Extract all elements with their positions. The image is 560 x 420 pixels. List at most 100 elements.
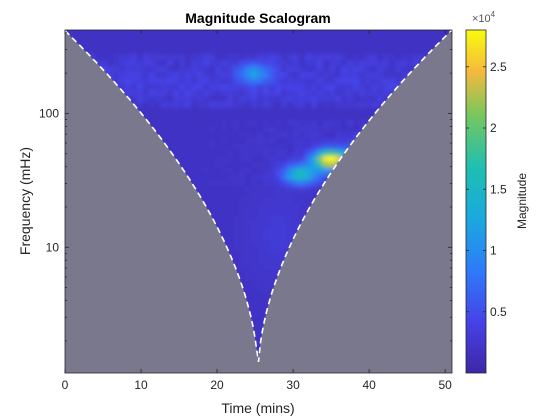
scalogram-cell — [383, 72, 390, 79]
scalogram-cell — [359, 96, 366, 103]
scalogram-cell — [233, 156, 240, 163]
scalogram-cell — [329, 102, 336, 109]
scalogram-cell — [233, 66, 240, 73]
scalogram-cell — [107, 30, 114, 37]
scalogram-cell — [221, 132, 228, 139]
scalogram-cell — [323, 30, 330, 37]
scalogram-cell — [293, 150, 300, 157]
scalogram-cell — [257, 210, 264, 217]
scalogram-cell — [287, 114, 294, 121]
scalogram-cell — [197, 36, 204, 43]
scalogram-cell — [329, 90, 336, 97]
scalogram-cell — [263, 126, 270, 133]
scalogram-cell — [317, 60, 324, 67]
scalogram-cell — [161, 90, 168, 97]
scalogram-cell — [287, 222, 294, 229]
scalogram-cell — [245, 198, 252, 205]
scalogram-cell — [125, 48, 132, 55]
scalogram-cell — [317, 120, 324, 127]
scalogram-cell — [329, 72, 336, 79]
scalogram-cell — [371, 42, 378, 49]
scalogram-cell — [239, 102, 246, 109]
scalogram-cell — [107, 42, 114, 49]
scalogram-cell — [101, 30, 108, 37]
scalogram-cell — [245, 180, 252, 187]
scalogram-cell — [293, 78, 300, 85]
scalogram-cell — [221, 144, 228, 151]
scalogram-cell — [131, 72, 138, 79]
scalogram-cell — [269, 42, 276, 49]
scalogram-cell — [167, 126, 174, 133]
scalogram-cell — [257, 132, 264, 139]
scalogram-cell — [269, 162, 276, 169]
scalogram-cell — [161, 48, 168, 55]
scalogram-cell — [335, 120, 342, 127]
scalogram-cell — [389, 78, 396, 85]
scalogram-cell — [161, 30, 168, 37]
scalogram-cell — [347, 42, 354, 49]
scalogram-cell — [179, 60, 186, 67]
scalogram-cell — [161, 96, 168, 103]
scalogram-cell — [209, 168, 216, 175]
scalogram-cell — [251, 108, 258, 115]
scalogram-cell — [125, 30, 132, 37]
scalogram-cell — [293, 114, 300, 121]
scalogram-cell — [281, 162, 288, 169]
colorbar-tick-label: 2.5 — [490, 60, 507, 74]
scalogram-cell — [269, 210, 276, 217]
scalogram-cell — [311, 66, 318, 73]
scalogram-cell — [257, 324, 264, 331]
scalogram-cell — [293, 42, 300, 49]
scalogram-cell — [215, 132, 222, 139]
scalogram-cell — [287, 192, 294, 199]
scalogram-cell — [371, 54, 378, 61]
scalogram-cell — [107, 66, 114, 73]
scalogram-cell — [185, 150, 192, 157]
scalogram-cell — [233, 174, 240, 181]
scalogram-cell — [281, 198, 288, 205]
scalogram-cell — [275, 36, 282, 43]
scalogram-cell — [341, 96, 348, 103]
scalogram-cell — [251, 234, 258, 241]
scalogram-cell — [251, 318, 258, 325]
scalogram-cell — [359, 108, 366, 115]
scalogram-cell — [263, 288, 270, 295]
scalogram-cell — [275, 90, 282, 97]
x-tick-label: 40 — [362, 378, 376, 392]
scalogram-cell — [293, 156, 300, 163]
scalogram-cell — [203, 186, 210, 193]
scalogram-cell — [227, 84, 234, 91]
scalogram-cell — [167, 84, 174, 91]
scalogram-cell — [341, 90, 348, 97]
scalogram-cell — [209, 210, 216, 217]
scalogram-cell — [263, 108, 270, 115]
scalogram-cell — [425, 42, 432, 49]
scalogram-cell — [113, 72, 120, 79]
scalogram-cell — [323, 96, 330, 103]
scalogram-cell — [365, 84, 372, 91]
scalogram-cell — [275, 114, 282, 121]
scalogram-cell — [257, 288, 264, 295]
scalogram-cell — [269, 120, 276, 127]
scalogram-cell — [365, 36, 372, 43]
scalogram-cell — [377, 96, 384, 103]
scalogram-cell — [179, 156, 186, 163]
scalogram-cell — [119, 42, 126, 49]
scalogram-cell — [347, 66, 354, 73]
scalogram-cell — [197, 108, 204, 115]
scalogram-cell — [293, 90, 300, 97]
scalogram-cell — [83, 30, 90, 37]
scalogram-cell — [293, 144, 300, 151]
scalogram-cell — [323, 156, 330, 163]
scalogram-cell — [299, 132, 306, 139]
scalogram-cell — [401, 36, 408, 43]
scalogram-cell — [311, 84, 318, 91]
scalogram-cell — [287, 108, 294, 115]
scalogram-cell — [275, 30, 282, 37]
scalogram-cell — [323, 84, 330, 91]
scalogram-cell — [383, 60, 390, 67]
scalogram-cell — [161, 102, 168, 109]
scalogram-cell — [245, 204, 252, 211]
scalogram-cell — [101, 36, 108, 43]
scalogram-cell — [179, 150, 186, 157]
